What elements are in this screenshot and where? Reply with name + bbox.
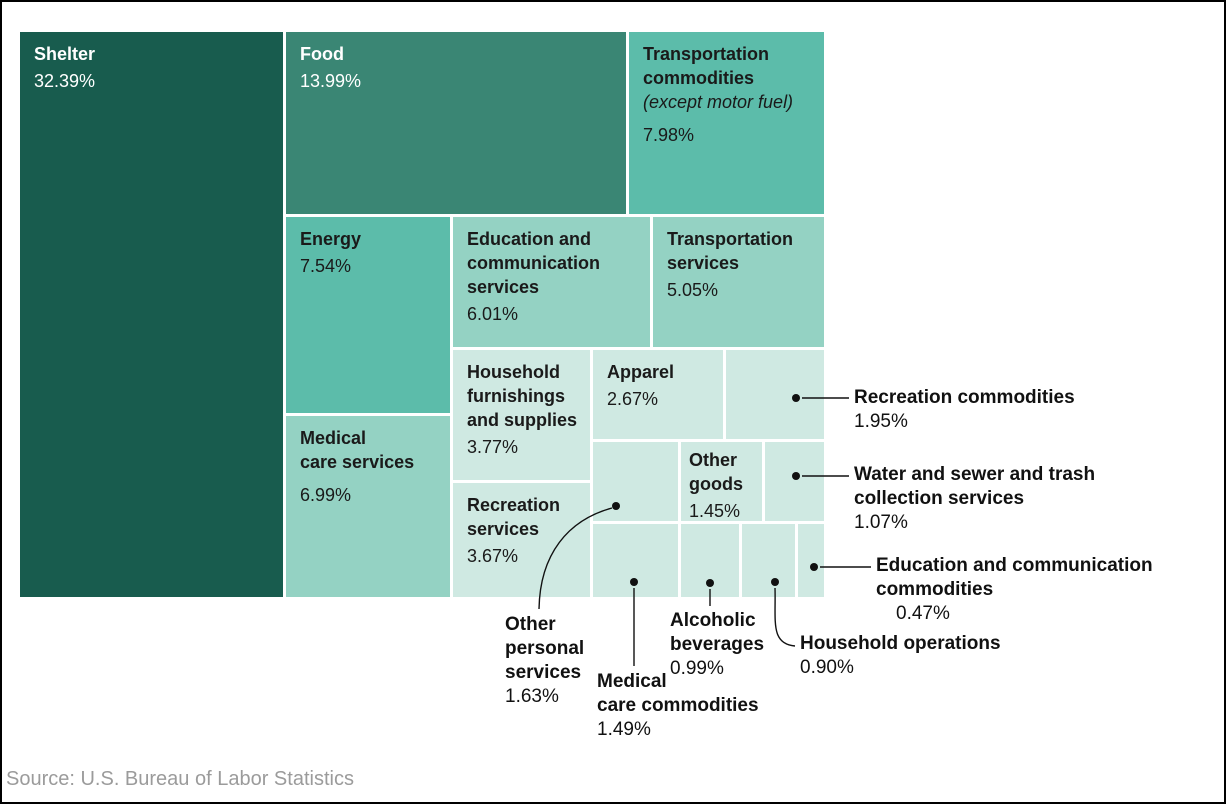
tile-label-line: goods [689,474,743,494]
tile-label-line: services [467,519,540,539]
tile-label-line: services [467,277,540,297]
callout-label-line: care commodities [597,695,759,716]
tile-label-line: Apparel [607,362,675,382]
callout-label-line: Household operations [800,633,1001,654]
callout-label-other-personal-services: Other personal services 1.63% [505,613,584,709]
tile-label-line: Shelter [34,44,96,64]
tile-label-line: Transportation [667,229,794,249]
callout-label-line: 1.49% [597,719,651,740]
tile-label-line: 6.01% [467,304,519,324]
callout-label-line: services [505,662,582,683]
callout-label-line: Medical [597,671,667,692]
tile-label-line: Education and [467,229,592,249]
callout-label-line: Other [505,614,556,635]
tile-label-line: commodities [643,68,755,88]
tile-household-operations [742,524,795,597]
tile-other-personal-services [593,442,678,521]
tile-alcoholic-beverages [681,524,739,597]
tile-energy: Energy 7.54% [286,217,450,413]
tile-transportation-commodities: Transportation commodities (except motor f… [629,32,824,214]
tile-label-line: Other [689,450,738,470]
tile-medical-care-commodities [593,524,678,597]
callout-label-line: Alcoholic [670,610,756,631]
tile-label-line: 5.05% [667,280,719,300]
tile-label-line: 7.54% [300,256,352,276]
tile-label-line: 2.67% [607,389,659,409]
callout-label-line: beverages [670,634,765,655]
tile-label-line: Energy [300,229,362,249]
callout-label-line: personal [505,638,585,659]
callout-label-line: 0.47% [896,603,950,624]
callout-label-household-operations: Household operations 0.90% [800,632,1001,680]
tile-label-line: Transportation [643,44,770,64]
callout-label-line: 0.90% [800,657,854,678]
callout-label-line: Education and communication [876,555,1153,576]
tile-label-line: and supplies [467,410,578,430]
tile-label-line: 7.98% [643,125,695,145]
tile-recreation-commodities [726,350,824,439]
tile-label-line: 3.67% [467,546,519,566]
tile-education-communication-commodities [798,524,824,597]
tile-label-line: Recreation [467,495,561,515]
tile-label-line: 13.99% [300,71,362,91]
tile-label-line: Food [300,44,344,64]
tile-label-line: 3.77% [467,437,519,457]
tile-household-furnishings-supplies: Household furnishings and supplies 3.77% [453,350,590,480]
callout-label-line: 1.95% [854,411,908,432]
callout-label-line: 1.07% [854,512,908,533]
callout-label-line: commodities [876,579,994,600]
tile-food: Food 13.99% [286,32,626,214]
callout-label-recreation-commodities: Recreation commodities 1.95% [854,386,1075,434]
tile-apparel: Apparel 2.67% [593,350,723,439]
tile-label-line: furnishings [467,386,565,406]
callout-label-medical-care-commodities: Medical care commodities 1.49% [597,670,759,742]
callout-label-alcoholic-beverages: Alcoholic beverages 0.99% [670,609,764,681]
source-credit: Source: U.S. Bureau of Labor Statistics [6,768,354,790]
tile-label-line: Household [467,362,560,382]
tile-transportation-services: Transportation services 5.05% [653,217,824,347]
tile-label-line: care services [300,452,415,472]
tile-label-line: Medical [300,428,367,448]
tile-label-line: 1.45% [689,501,741,521]
callout-label-line: collection services [854,488,1025,509]
tile-education-communication-services: Education and communication services 6.01% [453,217,650,347]
tile-label-line: communication [467,253,601,273]
tile-other-goods: Other goods 1.45% [681,442,762,521]
tile-label-line: services [667,253,740,273]
tile-water-sewer-trash [765,442,824,521]
callout-label-line: 0.99% [670,658,724,679]
tile-label-line: 32.39% [34,71,96,91]
callout-label-line: 1.63% [505,686,559,707]
tile-label-line: 6.99% [300,485,352,505]
callout-label-water-sewer-trash: Water and sewer and trash collection serv… [854,463,1095,535]
tile-shelter: Shelter 32.39% [20,32,283,597]
callout-label-line: Recreation commodities [854,387,1075,408]
tile-medical-care-services: Medical care services 6.99% [286,416,450,597]
tile-label-line: (except motor fuel) [643,92,794,112]
callout-label-education-communication-commodities: Education and communication commodities 0.… [876,554,1153,626]
callout-label-line: Water and sewer and trash [854,464,1096,485]
tile-recreation-services: Recreation services 3.67% [453,483,590,597]
